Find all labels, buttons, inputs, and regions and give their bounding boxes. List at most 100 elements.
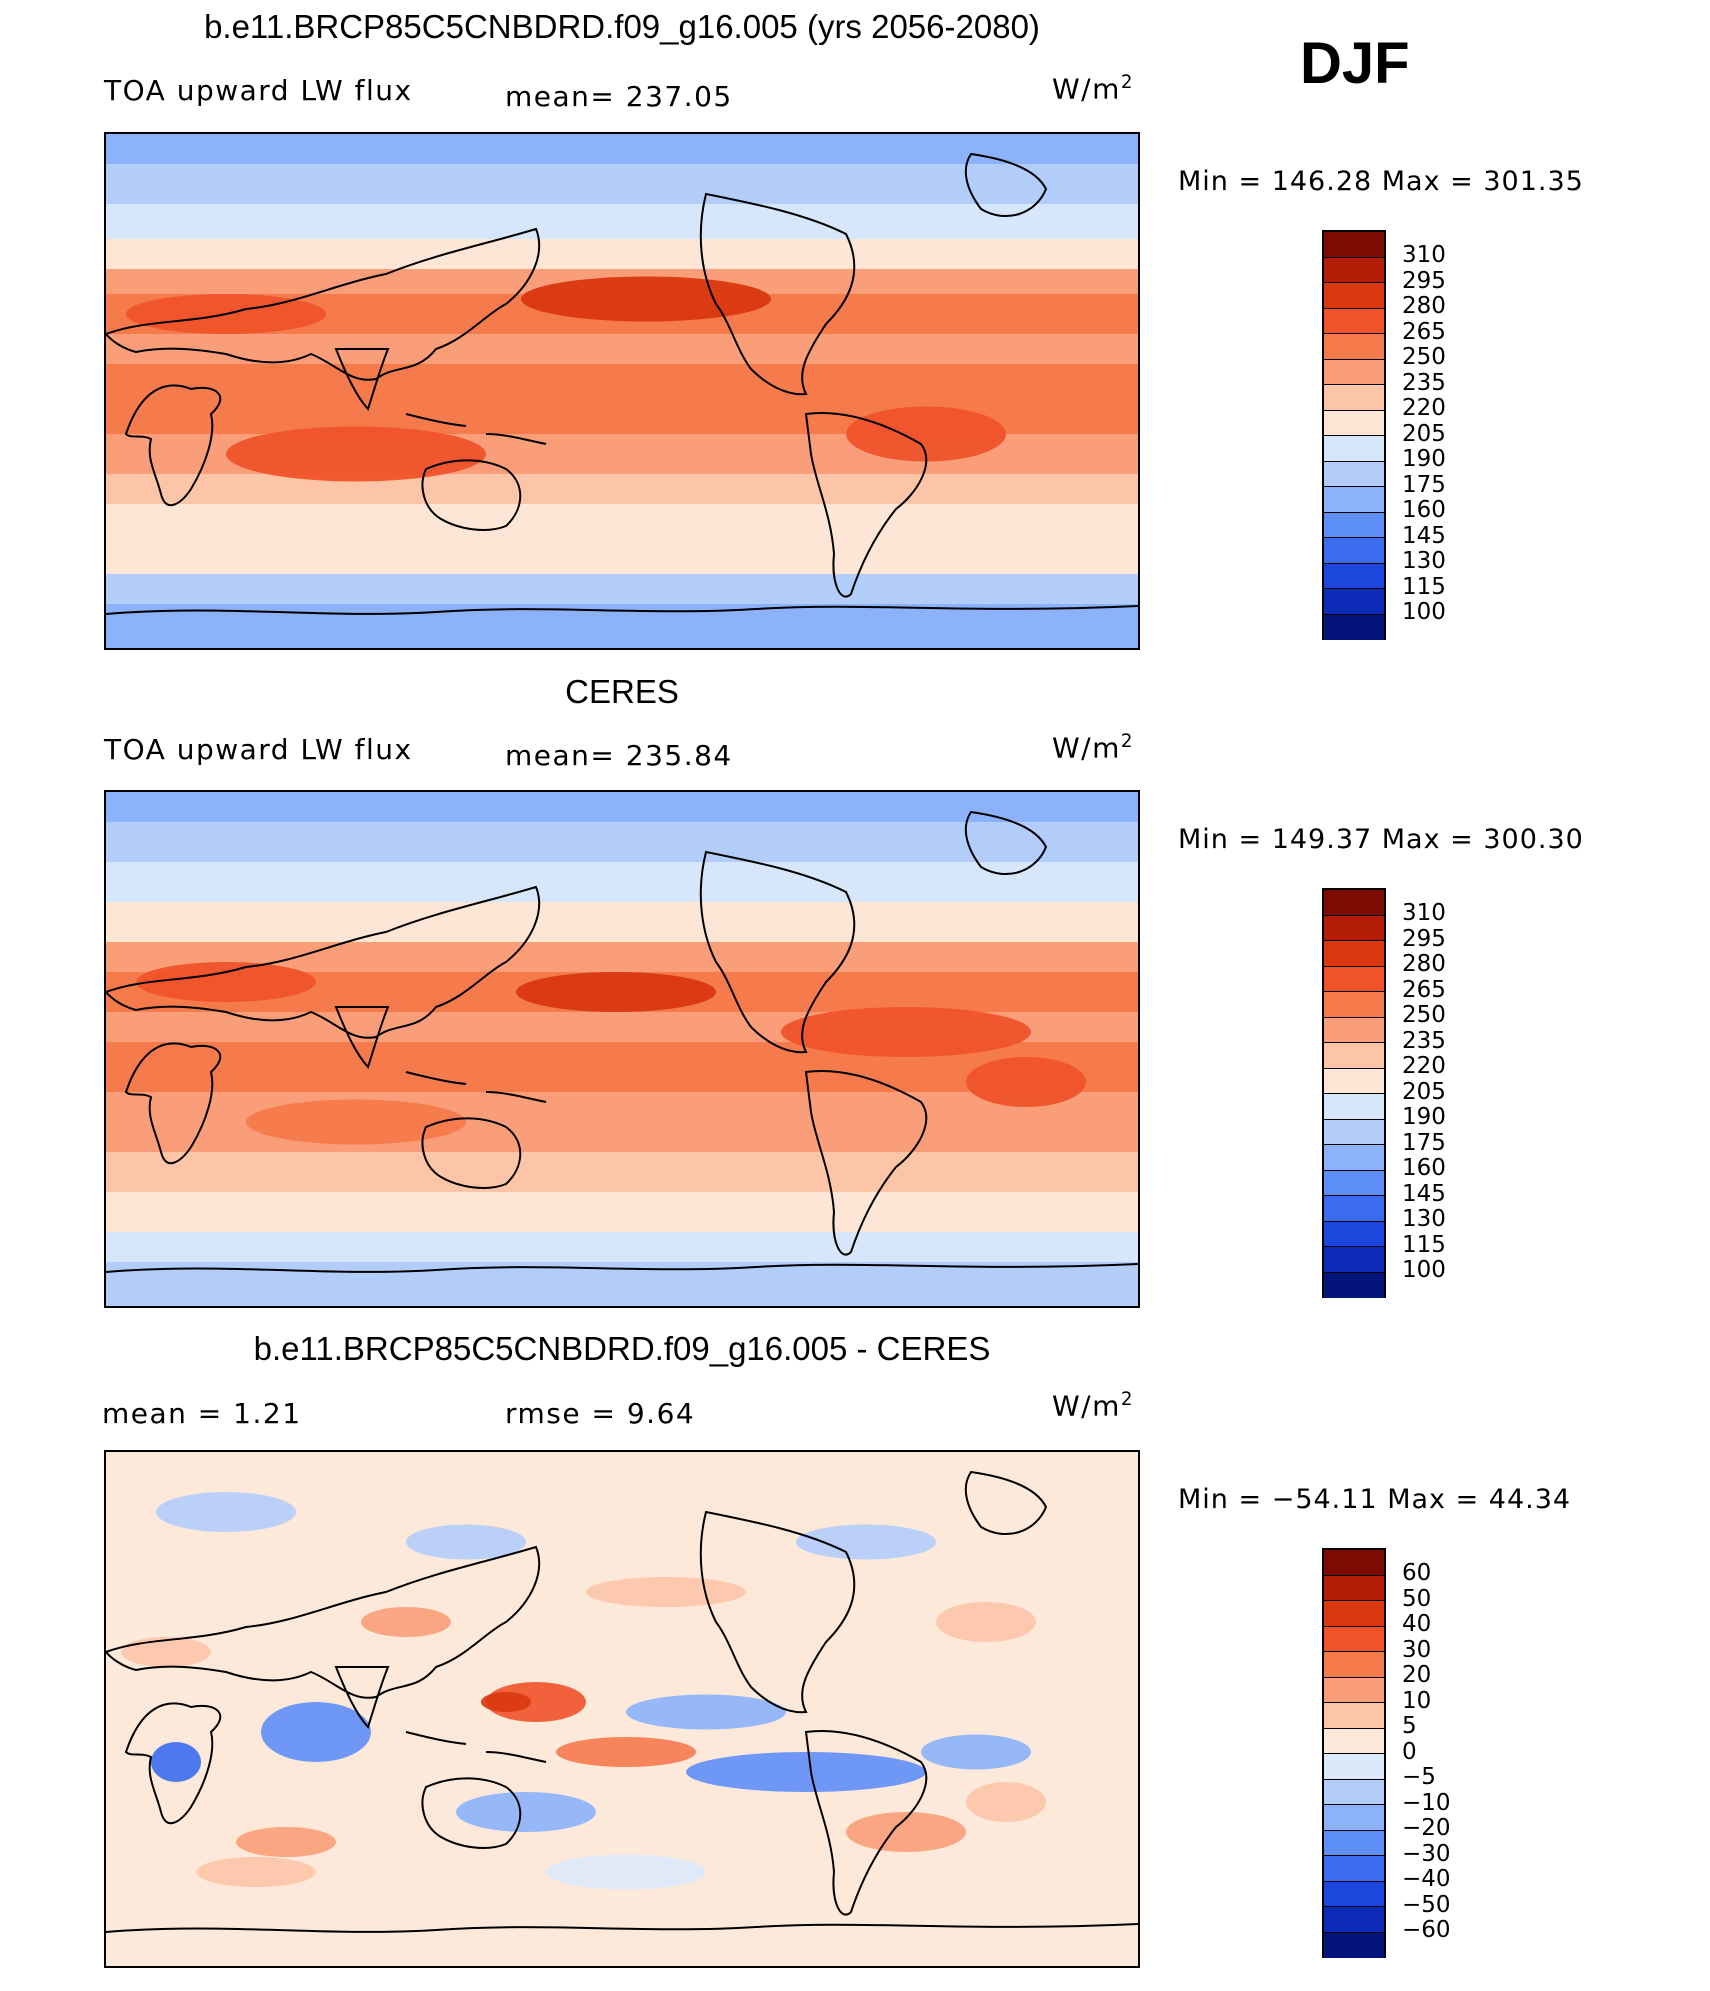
field-patch	[481, 1692, 531, 1712]
colorbar-level-label: 145	[1402, 522, 1446, 549]
colorbar-level-label: 220	[1402, 1053, 1446, 1079]
season-label: DJF	[1300, 31, 1410, 96]
colorbar-segment	[1324, 966, 1384, 992]
colorbar-level-label: 100	[1402, 1257, 1446, 1283]
colorbar-level-label: 60	[1402, 1560, 1432, 1586]
colorbar-segment	[1324, 308, 1384, 334]
coastline	[334, 1666, 390, 1729]
colorbar-level-label: 20	[1402, 1662, 1432, 1688]
panel3-minmax: Min = −54.11 Max = 44.34	[1178, 1484, 1572, 1515]
colorbar-segment	[1324, 1094, 1384, 1120]
colorbar-segment	[1324, 334, 1384, 360]
colorbar-segment	[1324, 589, 1384, 615]
coastline	[699, 850, 856, 1054]
coastline	[804, 1730, 928, 1916]
panel2-minmax: Min = 149.37 Max = 300.30	[1178, 824, 1584, 855]
field-band	[106, 504, 1138, 534]
colorbar-segment	[1324, 1907, 1384, 1933]
colorbar-level-label: −10	[1402, 1789, 1451, 1816]
colorbar-level-label: 10	[1402, 1687, 1432, 1714]
field-patch	[966, 1057, 1086, 1107]
colorbar-segment	[1324, 1779, 1384, 1805]
colorbar-level-label: 295	[1402, 925, 1446, 952]
colorbar-segment	[1324, 1626, 1384, 1652]
coastline	[964, 810, 1048, 876]
coastline	[804, 412, 928, 598]
colorbar-segment	[1324, 1830, 1384, 1856]
field-patch	[586, 1577, 746, 1607]
panel3-mean: mean = 1.21	[102, 1397, 302, 1430]
colorbar-segment	[1324, 941, 1384, 967]
colorbar-segment	[1324, 487, 1384, 513]
field-band	[106, 574, 1138, 604]
coastline	[124, 384, 222, 507]
field-patch	[521, 276, 771, 322]
panel2-mean: mean= 235.84	[505, 739, 733, 772]
field-band	[106, 134, 1138, 164]
field-patch	[516, 972, 716, 1012]
colorbar-segment	[1324, 915, 1384, 941]
colorbar-level-label: 205	[1402, 1078, 1446, 1105]
field-patch	[121, 1637, 211, 1667]
field-patch	[151, 1742, 201, 1782]
field-patch	[486, 1682, 586, 1722]
coastline	[964, 1470, 1048, 1536]
colorbar-segment	[1324, 1932, 1384, 1958]
coastline	[421, 459, 522, 531]
field-band	[106, 822, 1138, 862]
panel3-title: b.e11.BRCP85C5CNBDRD.f09_g16.005 - CERES	[253, 1330, 991, 1367]
coastline	[106, 885, 541, 1039]
field-band	[106, 334, 1138, 364]
field-patch	[966, 1782, 1046, 1822]
colorbar-segment	[1324, 1652, 1384, 1678]
colorbar-level-label: 265	[1402, 976, 1446, 1003]
colorbar-level-label: −50	[1402, 1891, 1451, 1918]
field-patch	[781, 1007, 1031, 1057]
panel3-rmse: rmse = 9.64	[505, 1397, 696, 1430]
colorbar-segment	[1324, 1754, 1384, 1780]
colorbar-segment	[1324, 1805, 1384, 1831]
colorbar-level-label: 30	[1402, 1636, 1432, 1663]
panel1-variable-label: TOA upward LW flux	[104, 74, 413, 107]
colorbar-level-label: 130	[1402, 548, 1446, 574]
colorbar-level-label: 5	[1402, 1713, 1417, 1739]
coastline	[334, 348, 390, 411]
colorbar-segment	[1324, 1247, 1384, 1273]
colorbar-segment	[1324, 1677, 1384, 1703]
field-band	[106, 164, 1138, 204]
coastline	[106, 1545, 541, 1699]
colorbar-level-label: −40	[1402, 1866, 1451, 1892]
field-patch	[626, 1694, 786, 1730]
coastline	[804, 1070, 928, 1256]
field-patch	[561, 394, 651, 434]
field-patch	[936, 1602, 1036, 1642]
panel2-units: W/m2	[1052, 731, 1134, 765]
colorbar-segment	[1324, 1856, 1384, 1882]
colorbar-segment	[1324, 1145, 1384, 1171]
colorbar-segment	[1324, 1196, 1384, 1222]
panel1-colorbar	[1322, 230, 1386, 640]
colorbar-segment	[1324, 1550, 1384, 1576]
colorbar-segment	[1324, 992, 1384, 1018]
field-patch	[156, 1492, 296, 1532]
field-patch	[796, 1524, 936, 1560]
colorbar-level-label: 100	[1402, 599, 1446, 625]
colorbar-segment	[1324, 359, 1384, 385]
coastline	[106, 605, 1138, 615]
colorbar-segment	[1324, 1575, 1384, 1601]
field-patch	[556, 1737, 696, 1767]
colorbar-level-label: 115	[1402, 1231, 1446, 1258]
field-band	[106, 902, 1138, 942]
colorbar-level-label: 190	[1402, 1104, 1446, 1130]
colorbar-level-label: 115	[1402, 573, 1446, 600]
colorbar-segment	[1324, 283, 1384, 309]
panel2-map	[104, 790, 1140, 1308]
colorbar-level-label: 160	[1402, 1155, 1446, 1181]
colorbar-level-label: 220	[1402, 395, 1446, 421]
colorbar-level-label: −30	[1402, 1840, 1451, 1867]
field-patch	[406, 1524, 526, 1560]
colorbar-level-label: 310	[1402, 242, 1446, 268]
panel2-title: CERES	[565, 673, 679, 710]
field-band	[106, 862, 1138, 902]
colorbar-level-label: 50	[1402, 1585, 1432, 1612]
